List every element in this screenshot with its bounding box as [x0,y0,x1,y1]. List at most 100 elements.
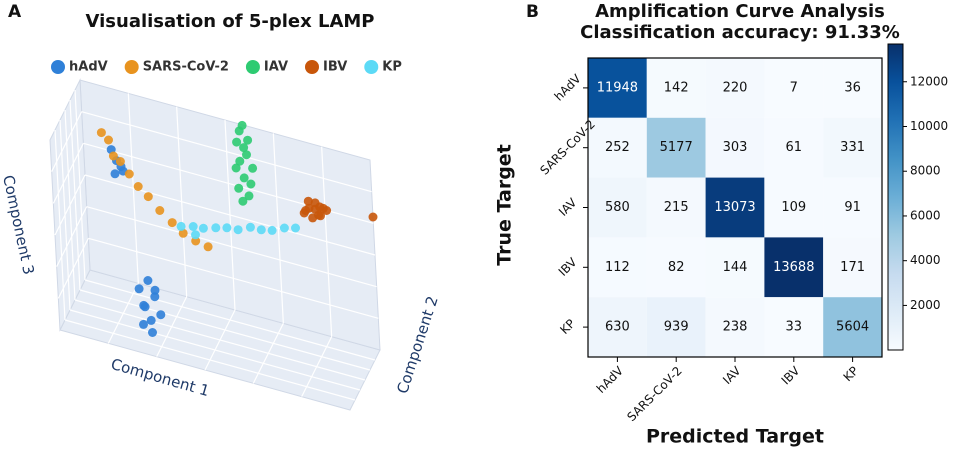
cell-label: 144 [723,260,748,275]
x-tick-label: IAV [720,363,744,387]
point [238,196,248,206]
cell-label: 331 [840,140,865,155]
point [140,302,150,312]
cell [646,117,706,178]
panel-label: B [526,2,539,22]
y-axis-label: True Target [494,144,516,266]
point [146,315,156,325]
point [191,230,200,240]
cell [764,117,824,178]
y-tick-label: KP [557,316,578,337]
point [143,192,153,202]
cell [588,117,647,178]
point [239,143,249,153]
cell [646,297,706,357]
cell-label: 5604 [836,320,869,335]
cell-label: 112 [605,260,630,275]
point [303,196,313,206]
cell-label: 5177 [660,140,693,155]
cell [588,297,647,357]
point [234,183,244,193]
point [267,225,277,235]
legend-marker [245,60,260,74]
y-axis-label: Component 2 [393,294,441,396]
legend-marker [305,60,319,74]
point [188,222,198,231]
y-tick-label: IAV [556,195,580,219]
cell [646,177,706,238]
z-axis-label: Component 3 [0,173,38,276]
cell-label: 13073 [714,200,755,215]
legend-label: IBV [323,60,347,75]
panel-label: A [8,2,22,22]
legend-label: KP [382,60,402,75]
cell-label: 303 [723,140,748,155]
cell [705,117,765,178]
cell [823,58,882,118]
cell-label: 91 [844,200,861,215]
point [150,285,160,295]
cell-label: 580 [605,200,630,215]
x-tick-label: SARS-CoV-2 [624,364,684,424]
x-tick-label: KP [841,364,862,385]
point [315,202,325,212]
point [155,206,165,215]
point [211,223,221,233]
point [148,328,157,337]
point [244,191,254,201]
cell [705,297,765,357]
point [178,228,188,238]
point [239,173,249,183]
colorbar-tick-label: 8000 [910,164,941,178]
point [222,223,232,233]
cell-label: 109 [781,200,806,215]
y-tick-label: hAdV [552,71,585,104]
cell-label: 220 [723,80,748,95]
cell [764,177,824,238]
point [124,169,134,179]
x-axis-label: Predicted Target [646,426,824,448]
cell [823,297,882,357]
cell-label: 238 [723,320,748,335]
point [242,150,251,160]
legend-label: IAV [264,60,288,75]
point [96,128,106,138]
cell [764,237,824,298]
x-tick-label: IBV [779,363,803,387]
x-tick-label: hAdV [594,363,627,396]
point [301,206,311,215]
point [134,284,144,294]
cell-label: 61 [786,140,803,155]
point [133,182,143,191]
legend-label: SARS-CoV-2 [143,60,229,75]
cell [705,177,765,238]
point [143,276,153,285]
cell [646,58,706,118]
cell [588,58,647,118]
grid-line [51,111,83,172]
legend-label: hAdV [69,60,108,75]
cell [823,177,882,238]
point [237,120,247,130]
point [235,156,245,166]
point [108,151,118,161]
chart-title: Visualisation of 5-plex LAMP [86,11,375,32]
cell [764,58,824,118]
point [245,222,255,232]
grid-line [81,111,372,193]
point [139,319,148,329]
cell-label: 33 [786,320,803,335]
colorbar-tick-label: 12000 [910,74,948,88]
colorbar [887,43,904,351]
cell-label: 82 [668,260,685,275]
point [368,212,378,222]
cell-label: 11948 [597,80,638,95]
colorbar-tick-label: 10000 [910,119,948,133]
point [279,223,289,233]
cell-label: 215 [664,200,689,215]
colorbar-tick-label: 2000 [910,298,941,312]
cell [588,237,647,298]
chart-subtitle: Classification accuracy: 91.33% [580,22,900,43]
point [233,225,243,235]
